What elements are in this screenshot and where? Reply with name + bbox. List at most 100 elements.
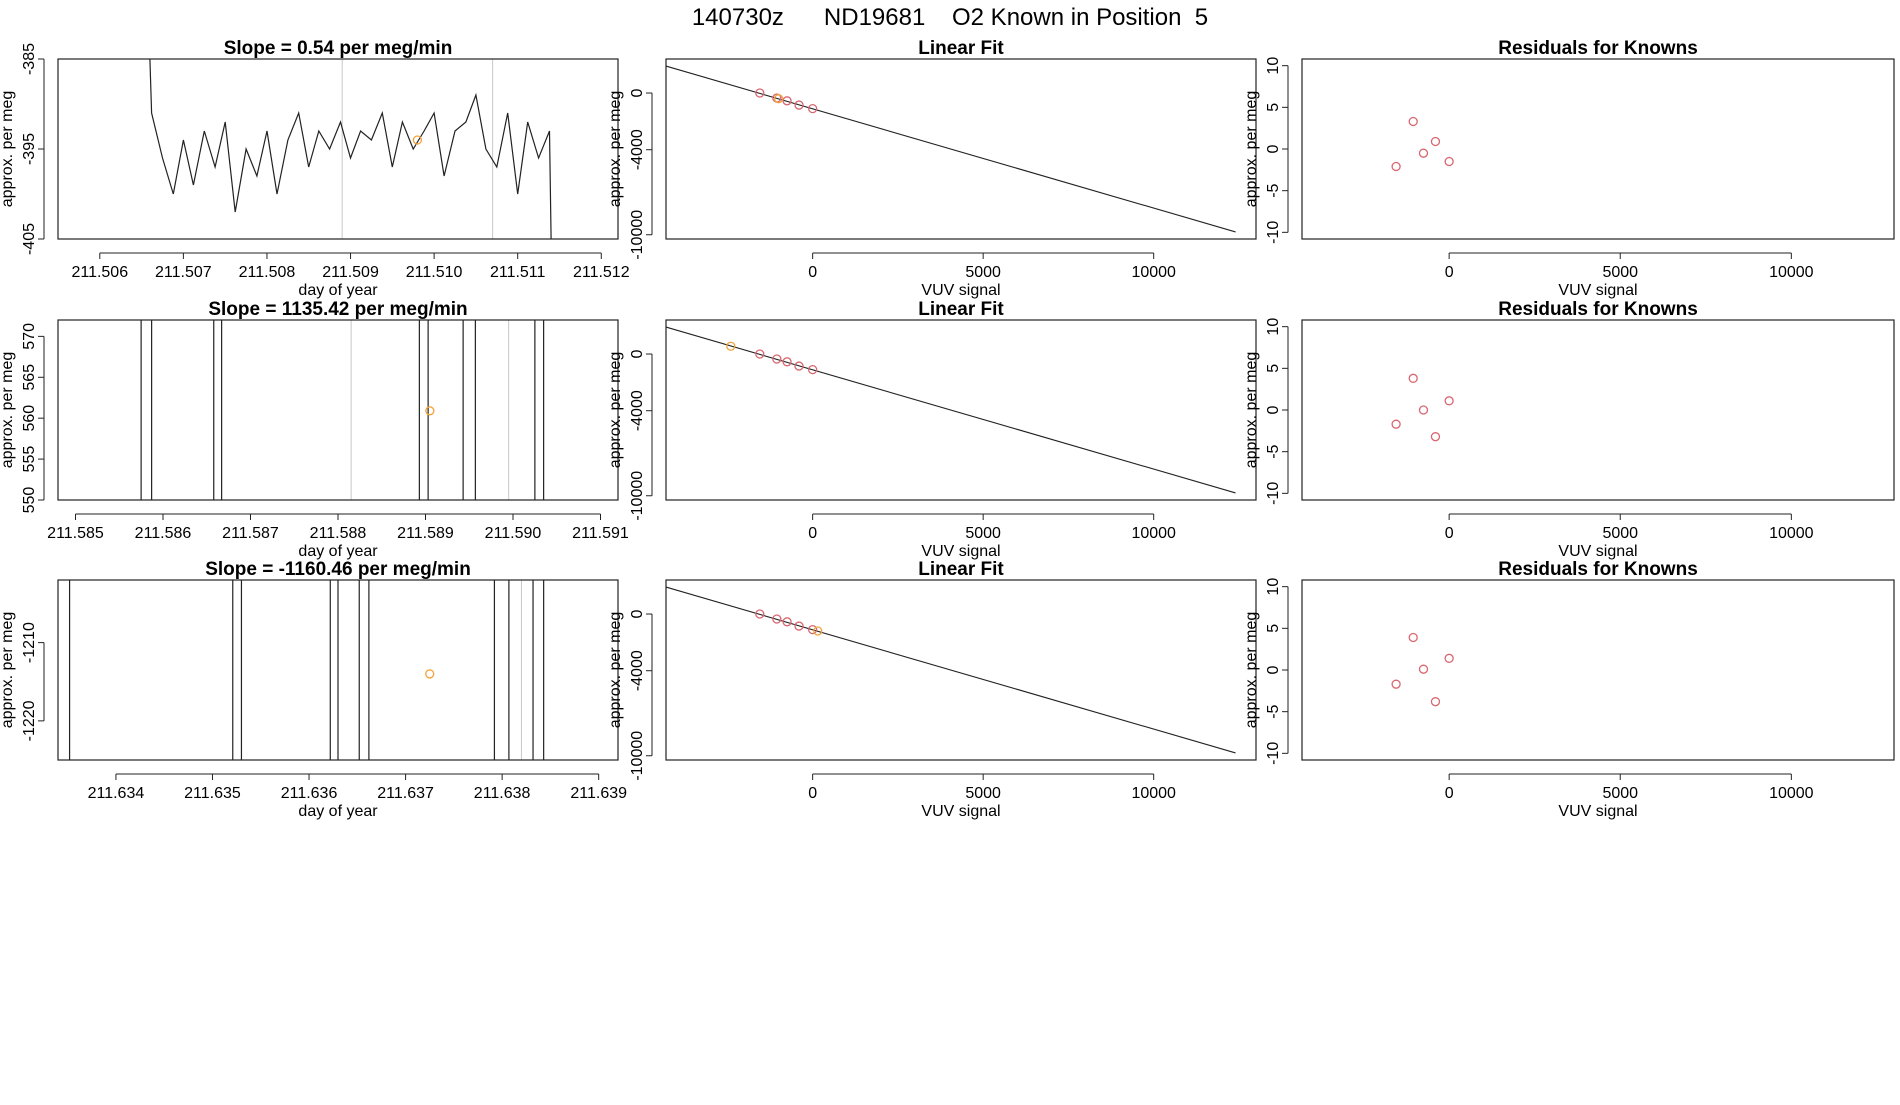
- y-tick-label: 0: [629, 88, 646, 97]
- known-point: [807, 624, 818, 635]
- y-tick-label: -10: [1265, 742, 1282, 765]
- plot-frame: [57, 58, 619, 240]
- x-tick-label: 10000: [1131, 525, 1176, 542]
- y-tick-label: 0: [1265, 405, 1282, 414]
- known-point: [1430, 136, 1441, 147]
- plot-frame: [665, 319, 1257, 501]
- known-point: [1391, 679, 1401, 689]
- y-tick-label: 5: [1265, 103, 1282, 112]
- x-tick-label: 211.635: [184, 785, 241, 802]
- x-tick-label: 0: [808, 264, 817, 281]
- y-tick-label: 10: [1265, 318, 1282, 336]
- figure-title: 140730z ND19681 O2 Known in Position 5: [691, 4, 1209, 31]
- known-point: [1444, 653, 1454, 663]
- known-point: [755, 349, 765, 359]
- x-tick-label: 211.588: [310, 525, 367, 542]
- x-tick-label: 5000: [965, 525, 1001, 542]
- known-point: [807, 103, 818, 114]
- plot-frame: [57, 579, 619, 761]
- y-tick-label: -4000: [629, 390, 646, 431]
- sample-point: [813, 626, 823, 636]
- highlight-point: [412, 135, 423, 145]
- x-tick-label: 0: [808, 785, 817, 802]
- known-point: [1418, 148, 1429, 158]
- known-point: [1430, 432, 1441, 442]
- x-tick-label: 5000: [965, 785, 1001, 802]
- known-point: [1430, 697, 1441, 707]
- y-axis-label: approx. per meg: [607, 91, 624, 208]
- y-tick-label: -395: [21, 133, 38, 165]
- known-point: [807, 364, 818, 375]
- y-tick-label: -10000: [629, 210, 646, 260]
- x-tick-label: 0: [808, 525, 817, 542]
- plot-frame: [57, 319, 619, 501]
- x-tick-label: 211.637: [377, 785, 434, 802]
- x-tick-label: 211.639: [570, 785, 627, 802]
- known-point: [1418, 405, 1429, 415]
- y-tick-label: 0: [1265, 665, 1282, 674]
- panel-title: Slope = -1160.46 per meg/min: [205, 559, 471, 580]
- highlight-point: [425, 669, 435, 679]
- y-axis-label: approx. per meg: [607, 352, 624, 469]
- x-tick-label: 10000: [1769, 785, 1814, 802]
- x-tick-label: 211.587: [222, 525, 279, 542]
- x-tick-label: 211.638: [474, 785, 531, 802]
- x-axis-label: VUV signal: [921, 803, 1000, 820]
- x-tick-label: 10000: [1131, 785, 1176, 802]
- x-tick-label: 211.591: [572, 525, 629, 542]
- x-tick-label: 0: [1445, 785, 1454, 802]
- plot-frame: [1301, 319, 1895, 501]
- y-tick-label: -1220: [21, 700, 38, 741]
- x-axis-label: day of year: [298, 803, 378, 820]
- y-axis-label: approx. per meg: [607, 612, 624, 729]
- y-tick-label: -4000: [629, 650, 646, 691]
- data-series-line: [149, 59, 552, 239]
- known-point: [782, 96, 792, 106]
- y-tick-label: -5: [1265, 444, 1282, 458]
- panel-title: Linear Fit: [918, 38, 1004, 59]
- x-tick-label: 211.510: [406, 264, 463, 281]
- panel-title: Residuals for Knowns: [1498, 559, 1698, 580]
- x-tick-label: 211.589: [397, 525, 454, 542]
- y-tick-label: -405: [21, 223, 38, 255]
- sample-point: [726, 341, 736, 351]
- y-tick-label: 570: [21, 323, 38, 350]
- known-point: [772, 614, 782, 624]
- known-point: [1418, 664, 1429, 674]
- known-point: [1408, 116, 1418, 127]
- y-tick-label: 5: [1265, 364, 1282, 373]
- x-tick-label: 10000: [1131, 264, 1176, 281]
- x-tick-label: 5000: [965, 264, 1001, 281]
- x-tick-label: 5000: [1602, 264, 1638, 281]
- plot-frame: [665, 579, 1257, 761]
- x-tick-label: 211.506: [71, 264, 128, 281]
- known-point: [1408, 373, 1418, 383]
- x-tick-label: 10000: [1769, 264, 1814, 281]
- x-axis-label: day of year: [298, 543, 378, 560]
- x-axis-label: VUV signal: [1558, 543, 1637, 560]
- y-tick-label: -5: [1265, 704, 1282, 718]
- panel-title: Linear Fit: [918, 299, 1004, 320]
- x-axis-label: day of year: [298, 282, 378, 299]
- x-tick-label: 211.636: [281, 785, 338, 802]
- known-point: [1444, 156, 1454, 167]
- panel-title: Slope = 1135.42 per meg/min: [208, 299, 467, 320]
- plot-frame: [665, 58, 1257, 240]
- y-tick-label: -4000: [629, 129, 646, 170]
- y-tick-label: 5: [1265, 624, 1282, 633]
- known-point: [1391, 419, 1401, 429]
- y-tick-label: -5: [1265, 183, 1282, 197]
- known-point: [1408, 632, 1418, 643]
- panel-title: Residuals for Knowns: [1498, 38, 1698, 59]
- y-axis-label: approx. per meg: [1243, 612, 1260, 729]
- y-tick-label: 10: [1265, 578, 1282, 596]
- panel-title: Slope = 0.54 per meg/min: [224, 38, 453, 59]
- y-tick-label: 550: [21, 487, 38, 514]
- plot-frame: [1301, 579, 1895, 761]
- y-tick-label: 555: [21, 446, 38, 473]
- x-tick-label: 211.511: [490, 264, 546, 281]
- known-point: [755, 88, 765, 98]
- y-tick-label: -1210: [21, 622, 38, 663]
- fit-line: [665, 326, 1236, 494]
- x-tick-label: 211.590: [485, 525, 542, 542]
